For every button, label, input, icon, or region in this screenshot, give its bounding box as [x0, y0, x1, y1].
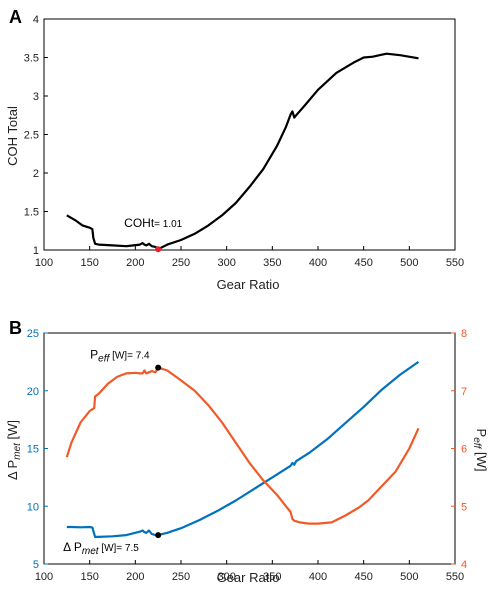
panel-b-right-ticks: 4 5 6 7 8	[451, 328, 467, 571]
panel-b-x-tick-label: 500	[400, 571, 418, 583]
panel-b-chart: B 100 150 200 250 300 350 400 450 500 550 5 10 15 20…	[5, 318, 489, 585]
peff-annotation-value: [W]= 7.4	[109, 351, 150, 362]
left-axis-label-suffix: [W]	[5, 420, 20, 443]
panel-b-right-tick-label: 6	[461, 444, 467, 456]
panel-a-x-tick-label: 450	[354, 257, 372, 269]
delta-pmet-marker	[155, 532, 162, 539]
delta-pmet-annotation: Δ Pmet [W]= 7.5	[63, 540, 139, 557]
panel-b-left-tick-label: 15	[27, 444, 39, 456]
panel-b-left-tick-label: 20	[27, 386, 39, 398]
panel-b-right-tick-label: 5	[461, 501, 467, 513]
panel-b-right-tick-label: 4	[461, 559, 467, 571]
right-axis-label-suffix: [W]	[474, 448, 489, 471]
panel-a-x-axis-label: Gear Ratio	[217, 277, 280, 292]
panel-a-x-tick-label: 150	[80, 257, 98, 269]
panel-a-x-tick-label: 250	[172, 257, 190, 269]
panel-a-y-tick-label: 3.5	[24, 53, 39, 65]
panel-b-left-tick-label: 10	[27, 501, 39, 513]
panel-b-x-tick-label: 150	[80, 571, 98, 583]
peff-annotation-prefix: P	[90, 348, 98, 362]
panel-a-y-axis-label: COH Total	[5, 106, 20, 166]
panel-a-x-tick-label: 300	[217, 257, 235, 269]
coh-minimum-annotation: COHt= 1.01	[124, 216, 183, 230]
panel-b-x-axis-label: Gear Ratio	[217, 570, 280, 585]
coh-total-line	[66, 52, 419, 251]
panel-a-x-tick-label: 350	[263, 257, 281, 269]
panel-b-right-tick-label: 7	[461, 386, 467, 398]
panel-b-right-tick-label: 8	[461, 328, 467, 340]
coh-annotation-prefix: COHt	[124, 216, 155, 230]
delta-pmet-line	[66, 360, 420, 538]
panel-b-axes-box	[43, 332, 456, 565]
delta-pmet-annotation-sub: met	[82, 546, 100, 557]
delta-pmet-annotation-value: [W]= 7.5	[99, 543, 140, 554]
left-axis-label-sub: met	[12, 442, 23, 460]
panel-a-y-tick-label: 1	[33, 245, 39, 257]
panel-b-left-ticks: 5 10 15 20 25	[27, 328, 48, 571]
peff-annotation-sub: eff	[98, 354, 110, 365]
panel-b-x-tick-label: 200	[126, 571, 144, 583]
panel-a-x-tick-label: 550	[446, 257, 464, 269]
peff-annotation: Peff [W]= 7.4	[90, 348, 150, 365]
left-axis-label-prefix: Δ P	[5, 460, 20, 480]
panel-a-chart: A 100 150 200 250 300 350 400 450 500 550 1 1.5 2 2.…	[5, 7, 464, 292]
right-axis-label-prefix: P	[474, 429, 489, 438]
panel-a-y-tick-label: 2.5	[24, 130, 39, 142]
peff-maximum-marker	[155, 364, 162, 371]
panel-b-left-axis-label: Δ Pmet [W]	[5, 420, 23, 480]
panel-a-x-tick-label: 500	[400, 257, 418, 269]
panel-b-right-axis-label: Peff [W]	[471, 429, 489, 472]
coh-annotation-value: = 1.01	[154, 219, 183, 230]
panel-a-label: A	[9, 7, 22, 27]
panel-b-x-tick-label: 300	[217, 571, 235, 583]
coh-minimum-marker	[155, 246, 162, 253]
panel-b-left-tick-label: 25	[27, 328, 39, 340]
panel-b-x-tick-label: 100	[35, 571, 53, 583]
panel-b-x-tick-label: 250	[172, 571, 190, 583]
panel-a-y-tick-label: 2	[33, 168, 39, 180]
panel-a-x-ticks: 100 150 200 250 300 350 400 450 500 550	[35, 246, 464, 269]
delta-pmet-annotation-prefix: Δ P	[63, 540, 82, 554]
panel-b-x-tick-label: 350	[263, 571, 281, 583]
panel-a-y-tick-label: 1.5	[24, 207, 39, 219]
panel-b-label: B	[9, 318, 22, 338]
panel-b-x-tick-label: 450	[354, 571, 372, 583]
peff-line	[65, 366, 420, 525]
panel-a-x-tick-label: 100	[35, 257, 53, 269]
panel-a-x-tick-label: 400	[309, 257, 327, 269]
panel-b-left-tick-label: 5	[33, 559, 39, 571]
panel-a-y-tick-label: 4	[33, 14, 39, 26]
panel-b-x-tick-label: 400	[309, 571, 327, 583]
right-axis-label-sub: eff	[471, 437, 482, 449]
panel-a-y-tick-label: 3	[33, 91, 39, 103]
panel-b-x-ticks: 100 150 200 250 300 350 400 450 500 550	[35, 560, 464, 583]
panel-b-x-tick-label: 550	[446, 571, 464, 583]
panel-a-x-tick-label: 200	[126, 257, 144, 269]
panel-a-y-ticks: 1 1.5 2 2.5 3 3.5 4	[24, 14, 48, 257]
